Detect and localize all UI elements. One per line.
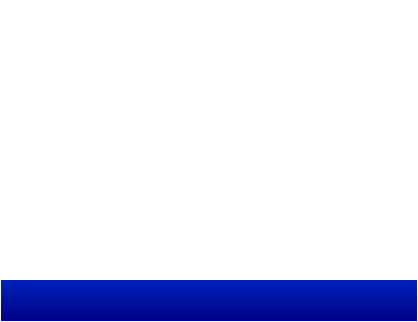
Bar (1, 310, 417, 311)
Bar (1, 287, 417, 288)
Bar (1, 319, 417, 320)
Text: - ROTOR-: - ROTOR- (271, 144, 339, 157)
Bar (1, 298, 417, 299)
Text: MAIN
WINDING: MAIN WINDING (265, 17, 336, 48)
Bar (1, 301, 417, 302)
Bar (1, 283, 417, 284)
Bar (1, 313, 417, 314)
Bar (1, 282, 417, 283)
Bar (1, 307, 417, 308)
Bar (1, 297, 417, 298)
Bar (1, 312, 417, 313)
Bar (1, 294, 417, 295)
Bar (1, 290, 417, 291)
Bar (1, 291, 417, 292)
Bar (1, 293, 417, 294)
Bar (1, 304, 417, 305)
Bar (1, 288, 417, 289)
Bar (1, 306, 417, 307)
Bar (1, 296, 417, 297)
Text: RESISTOR: RESISTOR (200, 269, 262, 279)
Bar (1, 317, 417, 318)
Bar (1, 320, 417, 321)
Bar (1, 311, 417, 312)
Bar (1, 289, 417, 290)
Text: AUXILIARY
WINDING: AUXILIARY WINDING (114, 138, 179, 159)
Bar (1, 284, 417, 285)
Bar (1, 292, 417, 293)
Bar (1, 316, 417, 317)
Bar (1, 309, 417, 310)
Bar (1, 314, 417, 315)
Bar (1, 281, 417, 282)
Bar (1, 308, 417, 309)
Bar (1, 286, 417, 287)
Bar (1, 295, 417, 296)
Bar (1, 285, 417, 286)
Bar (1, 305, 417, 306)
Bar (1, 280, 417, 281)
Bar (1, 315, 417, 316)
Bar (1, 300, 417, 301)
Bar (1, 303, 417, 304)
Bar (1, 299, 417, 300)
Text: AC
SINGLE-
PHASE
SUPPLY: AC SINGLE- PHASE SUPPLY (5, 128, 51, 173)
Bar (1, 302, 417, 303)
Bar (1, 318, 417, 319)
